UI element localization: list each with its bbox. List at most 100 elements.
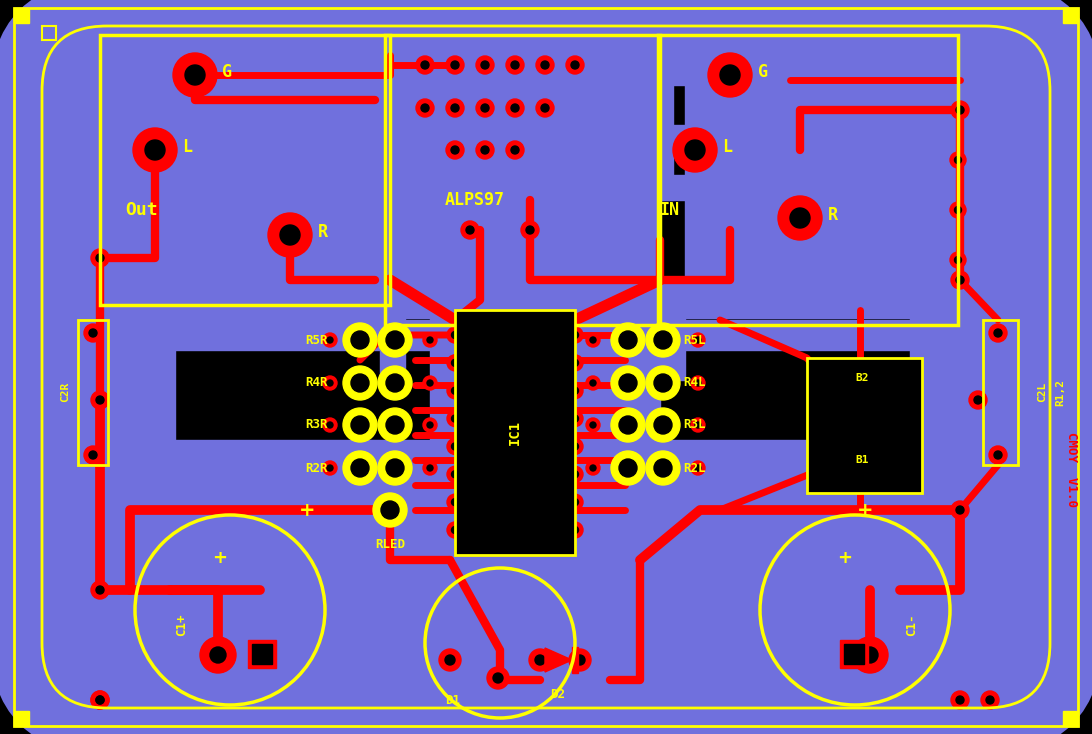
- Circle shape: [956, 506, 964, 514]
- Bar: [20, 18, 90, 716]
- Circle shape: [385, 459, 404, 477]
- Circle shape: [91, 581, 109, 599]
- Circle shape: [378, 408, 412, 442]
- Circle shape: [351, 374, 369, 392]
- Bar: [1063, 8, 1078, 23]
- Circle shape: [569, 649, 591, 671]
- Bar: [685, 18, 1037, 318]
- Circle shape: [480, 104, 489, 112]
- Circle shape: [571, 360, 579, 366]
- Circle shape: [96, 696, 104, 704]
- Text: G: G: [758, 63, 768, 81]
- Circle shape: [480, 146, 489, 154]
- Circle shape: [612, 451, 645, 485]
- Circle shape: [91, 391, 109, 409]
- Circle shape: [954, 256, 961, 264]
- Circle shape: [446, 56, 464, 74]
- Bar: [145, 295, 175, 470]
- Text: Out: Out: [124, 201, 157, 219]
- Circle shape: [571, 443, 579, 450]
- Circle shape: [956, 106, 964, 114]
- Circle shape: [685, 140, 705, 160]
- Circle shape: [868, 378, 882, 392]
- Circle shape: [859, 369, 891, 401]
- Circle shape: [619, 374, 637, 392]
- Circle shape: [91, 691, 109, 709]
- Circle shape: [954, 156, 961, 164]
- Circle shape: [862, 647, 878, 663]
- Circle shape: [586, 333, 600, 347]
- Circle shape: [447, 494, 463, 510]
- Circle shape: [619, 459, 637, 477]
- Bar: [300, 55, 325, 225]
- Circle shape: [695, 422, 701, 428]
- Bar: [55, 18, 400, 328]
- Bar: [983, 320, 1018, 465]
- Text: C1-: C1-: [905, 614, 918, 636]
- Circle shape: [451, 332, 459, 338]
- Circle shape: [451, 146, 459, 154]
- Bar: [910, 295, 940, 470]
- Circle shape: [385, 331, 404, 349]
- Bar: [648, 55, 768, 85]
- Circle shape: [447, 355, 463, 371]
- Text: R3R: R3R: [305, 418, 328, 432]
- Circle shape: [84, 324, 102, 342]
- Circle shape: [451, 498, 459, 506]
- Circle shape: [571, 388, 579, 394]
- Circle shape: [422, 104, 429, 112]
- Circle shape: [859, 444, 891, 476]
- Circle shape: [378, 323, 412, 357]
- Bar: [145, 550, 945, 575]
- Text: CMOY  V1.0: CMOY V1.0: [1066, 432, 1079, 507]
- Circle shape: [423, 461, 437, 475]
- Bar: [385, 35, 660, 325]
- Bar: [645, 175, 690, 200]
- Circle shape: [90, 329, 97, 337]
- Circle shape: [541, 61, 549, 69]
- Circle shape: [590, 422, 596, 428]
- Circle shape: [416, 99, 434, 117]
- Circle shape: [451, 104, 459, 112]
- Circle shape: [90, 451, 97, 459]
- Text: R4L: R4L: [682, 377, 705, 390]
- Bar: [455, 310, 575, 555]
- Circle shape: [695, 465, 701, 471]
- Text: G: G: [222, 63, 232, 81]
- Circle shape: [506, 99, 524, 117]
- Bar: [41, 26, 56, 40]
- Circle shape: [323, 376, 337, 390]
- Text: D2: D2: [550, 688, 566, 702]
- Circle shape: [619, 416, 637, 434]
- Text: R: R: [318, 223, 328, 241]
- Text: +: +: [213, 549, 227, 567]
- Circle shape: [954, 206, 961, 214]
- Circle shape: [809, 369, 841, 401]
- Circle shape: [818, 378, 832, 392]
- Circle shape: [567, 355, 583, 371]
- Text: L: L: [182, 138, 192, 156]
- Circle shape: [868, 453, 882, 467]
- Bar: [248, 640, 276, 668]
- Circle shape: [381, 501, 399, 519]
- Text: L: L: [722, 138, 732, 156]
- Circle shape: [809, 444, 841, 476]
- Circle shape: [323, 333, 337, 347]
- Circle shape: [423, 418, 437, 432]
- Circle shape: [373, 493, 407, 527]
- Circle shape: [818, 453, 832, 467]
- Circle shape: [91, 691, 109, 709]
- Bar: [648, 125, 708, 150]
- Circle shape: [567, 494, 583, 510]
- Bar: [380, 18, 660, 318]
- Circle shape: [476, 141, 494, 159]
- Circle shape: [536, 56, 554, 74]
- Circle shape: [654, 416, 672, 434]
- Circle shape: [343, 323, 377, 357]
- Circle shape: [541, 104, 549, 112]
- Circle shape: [327, 337, 333, 343]
- Circle shape: [451, 443, 459, 450]
- Bar: [192, 55, 217, 255]
- Circle shape: [451, 61, 459, 69]
- Text: R2R: R2R: [305, 462, 328, 474]
